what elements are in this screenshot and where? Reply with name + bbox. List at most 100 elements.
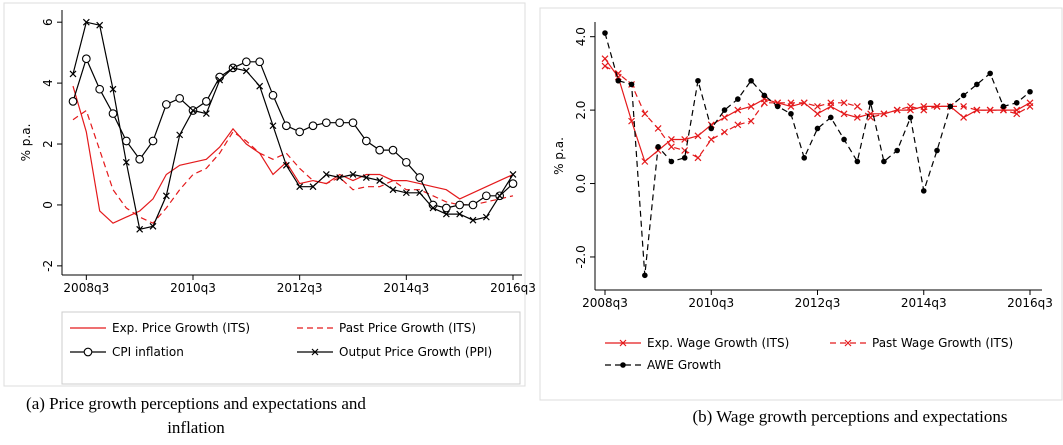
point [175,93,185,103]
x-tick-label: 2016q3 [490,281,536,295]
point [1013,110,1021,118]
point [268,90,278,100]
point [148,136,158,146]
point [920,188,927,194]
y-tick-label: 2.0 [574,101,588,120]
legend-marker [619,339,627,347]
point [615,77,622,84]
point [269,122,277,130]
point [735,96,741,102]
point [721,128,728,136]
series [72,109,514,224]
point [880,110,888,118]
point [814,103,821,110]
point [814,125,821,132]
point [109,85,117,93]
point [707,136,715,143]
point [161,100,171,109]
point [748,77,754,84]
point [136,225,144,233]
point [920,106,928,114]
point [376,177,384,184]
point [986,106,994,114]
point [681,136,689,143]
caption-box: (b) Wage growth perceptions and expectat… [692,407,1008,426]
point [601,62,609,70]
x-tick-label: 2014q3 [901,296,947,310]
legend-marker [83,347,93,357]
legend-box [61,311,521,385]
point [375,145,385,155]
point [801,155,808,161]
point [840,110,848,118]
caption-box: (a) Price growth perceptions and expecta… [26,394,366,437]
panel-border [539,7,1063,401]
point [176,131,184,139]
x-tick-label: 2008q3 [63,281,109,295]
point [734,106,742,114]
point [135,154,145,164]
legend-label: Exp. Wage Growth (ITS) [647,336,789,350]
x-tick-label: 2010q3 [688,296,734,310]
point [469,216,477,224]
x-tick-label: 2014q3 [383,281,429,295]
point [827,114,834,121]
line [72,109,514,224]
y-tick-label: 0.0 [574,174,588,193]
point [960,114,968,121]
x-tick-label: 2012q3 [277,281,323,295]
y-axis-label: % p.a. [552,137,566,175]
point [401,157,411,167]
point [322,171,330,178]
point [867,114,875,121]
point [162,192,170,200]
point [348,118,358,128]
legend-label: Past Wage Growth (ITS) [872,336,1013,350]
y-tick-label: 4 [41,79,55,87]
point [216,76,224,84]
point [389,186,397,194]
x-tick-label: 2016q3 [1007,296,1053,310]
caption: (b) Wage growth perceptions and expectat… [692,407,1008,426]
point [814,110,821,118]
point [642,272,648,279]
point [960,103,968,110]
point [628,81,635,88]
point [362,174,370,181]
point [1013,99,1020,106]
line [604,32,1031,276]
legend-marker [844,339,852,347]
point [349,171,357,178]
point [82,18,90,26]
point [601,55,609,63]
series [68,54,518,213]
point [81,54,91,64]
x-tick-label: 2012q3 [795,296,841,310]
point [853,114,861,121]
point [694,132,702,140]
point [894,147,900,154]
legend-label: CPI inflation [112,345,184,359]
point [788,110,794,117]
legend-label: AWE Growth [647,358,721,372]
legend-label: Exp. Price Growth (ITS) [112,321,250,335]
point [295,127,305,137]
point [867,99,874,106]
point [947,103,954,110]
point [827,99,835,107]
point [761,92,768,99]
line [604,58,1031,163]
point [960,92,967,99]
point [201,97,211,106]
point [296,183,304,191]
legend-marker [311,348,319,356]
point [508,179,518,188]
point [881,158,887,165]
point [641,158,649,165]
point [256,82,264,90]
point [760,99,768,107]
y-tick-label: 0 [41,201,55,209]
point [668,158,675,165]
point [721,107,728,113]
